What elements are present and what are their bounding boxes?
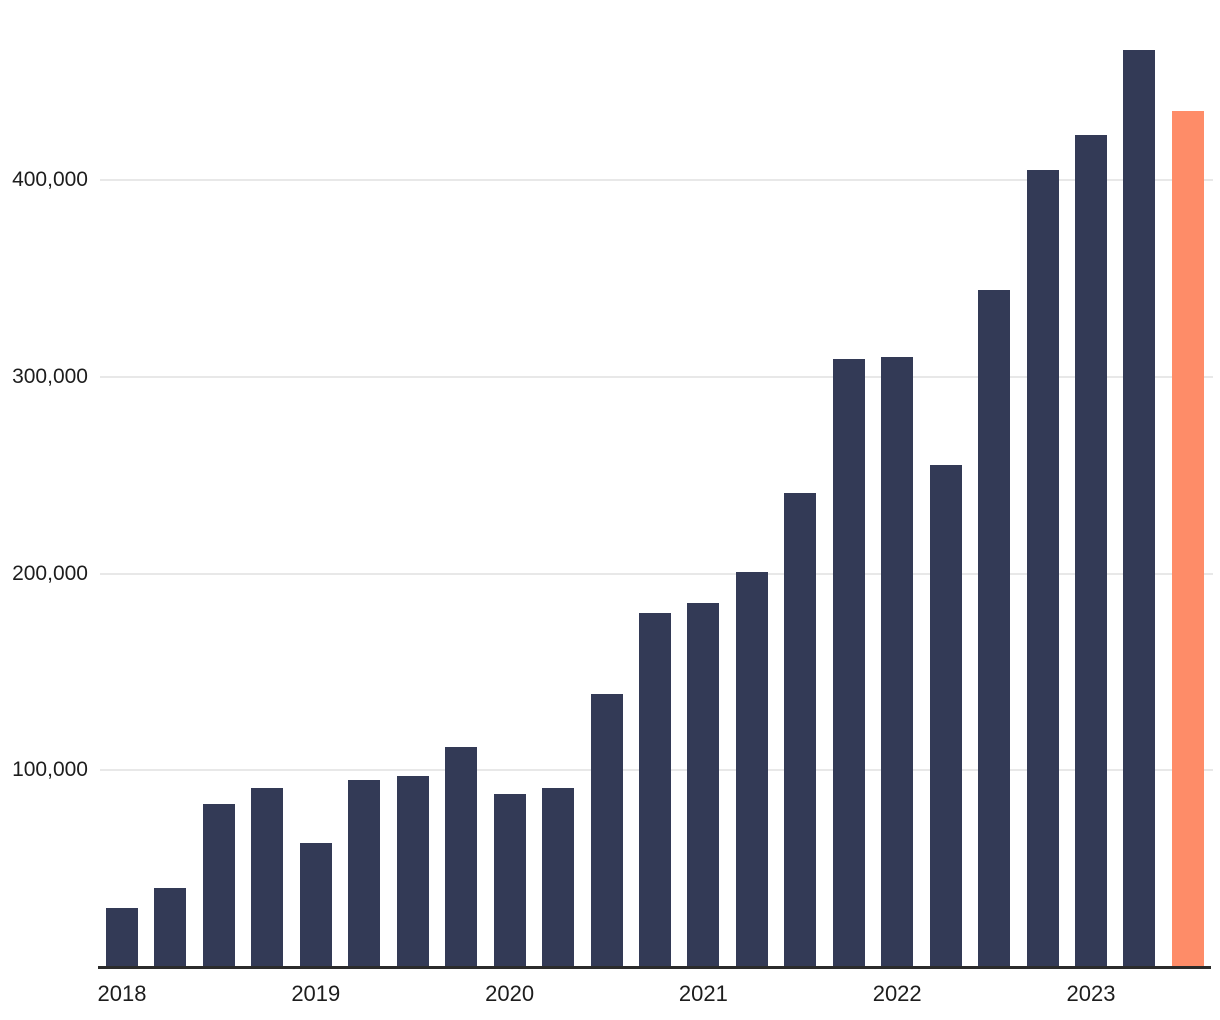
x-tick-label-2023: 2023: [1066, 981, 1116, 1006]
bar-2020-Q4[interactable]: [638, 612, 671, 967]
bar-2019-Q1[interactable]: [299, 843, 332, 967]
gridline-400000: [100, 179, 1213, 181]
bar-2021-Q4[interactable]: [832, 359, 865, 967]
bar-2023-Q2[interactable]: [1123, 50, 1156, 967]
bar-2022-Q1[interactable]: [881, 357, 914, 967]
bar-2020-Q3[interactable]: [590, 693, 623, 967]
bar-2021-Q3[interactable]: [784, 492, 817, 967]
bar-2019-Q3[interactable]: [396, 776, 429, 967]
x-axis-line: [98, 966, 1211, 969]
y-tick-label-400000: 400,000: [12, 168, 88, 191]
y-tick-label-100000: 100,000: [12, 758, 88, 782]
x-tick-label-2022: 2022: [872, 981, 922, 1006]
plot-area: [100, 0, 1213, 967]
x-tick-label-2019: 2019: [291, 981, 341, 1006]
gridline-300000: [100, 375, 1213, 378]
gridline-200000: [100, 572, 1213, 575]
bar-2021-Q2[interactable]: [735, 571, 768, 967]
bar-2019-Q4[interactable]: [445, 746, 478, 967]
bar-2020-Q2[interactable]: [542, 787, 575, 967]
bar-2022-Q2[interactable]: [929, 465, 962, 967]
y-tick-label-300000: 300,000: [12, 364, 88, 388]
y-tick-label-200000: 200,000: [12, 561, 88, 585]
bar-2018-Q3[interactable]: [202, 803, 235, 967]
bar-2022-Q3[interactable]: [978, 290, 1011, 967]
bar-2022-Q4[interactable]: [1026, 170, 1059, 967]
bar-2020-Q1[interactable]: [493, 793, 526, 967]
bar-2019-Q2[interactable]: [348, 780, 381, 967]
bar-2021-Q1[interactable]: [687, 603, 720, 967]
x-tick-label-2021: 2021: [678, 981, 728, 1006]
bar-2018-Q2[interactable]: [154, 888, 187, 967]
x-tick-label-2018: 2018: [97, 981, 147, 1006]
bar-2023-Q3[interactable]: [1171, 111, 1204, 967]
bar-2018-Q1[interactable]: [106, 907, 138, 967]
x-tick-label-2020: 2020: [485, 981, 535, 1006]
bar-2023-Q1[interactable]: [1075, 134, 1107, 967]
bar-2018-Q4[interactable]: [251, 787, 284, 967]
